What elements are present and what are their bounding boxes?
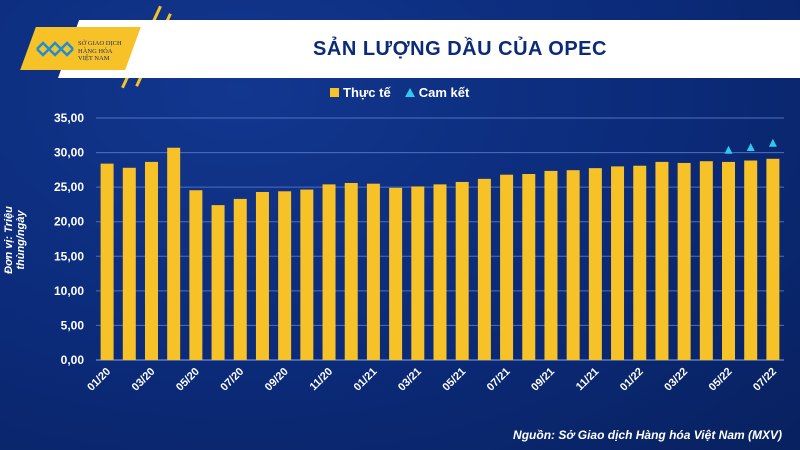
- logo-line: VIỆT NAM: [78, 55, 110, 62]
- bar: [233, 198, 247, 360]
- x-tick-label: 07/22: [751, 366, 779, 394]
- bar: [588, 168, 602, 360]
- bar: [677, 162, 691, 360]
- x-tick-label: 11/21: [574, 366, 602, 394]
- commitment-marker: [768, 138, 777, 147]
- x-tick-label: 07/20: [218, 366, 246, 394]
- legend-label: Cam kết: [418, 85, 470, 100]
- legend: Thực tế Cam kết: [330, 85, 469, 100]
- y-tick-label: 20,00: [54, 215, 84, 229]
- x-tick-label: 03/20: [130, 366, 158, 394]
- bar: [322, 184, 336, 360]
- y-tick-label: 0,00: [61, 353, 85, 367]
- x-tick-label: 03/22: [662, 366, 690, 394]
- bar: [389, 187, 403, 360]
- bar: [477, 178, 491, 360]
- x-tick-label: 01/21: [352, 366, 380, 394]
- bar: [100, 163, 114, 360]
- bar: [544, 170, 558, 360]
- commitment-marker: [746, 142, 755, 151]
- source-note: Nguồn: Sở Giao dịch Hàng hóa Việt Nam (M…: [513, 428, 782, 442]
- y-tick-label: 25,00: [54, 180, 84, 194]
- bar: [744, 160, 758, 360]
- x-tick-label: 01/20: [85, 366, 113, 394]
- logo-text: SỞ GIAO DỊCH HÀNG HÓA VIỆT NAM: [78, 40, 122, 63]
- bar: [122, 167, 136, 360]
- legend-item-actual[interactable]: Thực tế: [330, 85, 391, 100]
- bar-swatch-icon: [330, 88, 339, 97]
- bar: [633, 165, 647, 360]
- x-tick-label: 03/21: [396, 366, 424, 394]
- bar: [699, 161, 713, 360]
- x-tick-label: 09/21: [529, 366, 557, 394]
- bar: [300, 189, 314, 360]
- bar: [766, 158, 780, 360]
- triangle-marker-icon: [404, 88, 415, 97]
- y-tick-label: 5,00: [61, 318, 85, 332]
- bar: [189, 190, 203, 360]
- y-tick-label: 15,00: [54, 249, 84, 263]
- x-tick-label: 05/22: [707, 366, 735, 394]
- logo-line: SỞ GIAO DỊCH: [78, 40, 122, 47]
- bar: [255, 191, 269, 360]
- page-title: SẢN LƯỢNG DẦU CỦA OPEC: [313, 38, 607, 60]
- bar: [522, 174, 536, 360]
- y-tick-label: 35,00: [54, 111, 84, 125]
- bar: [211, 205, 225, 360]
- bar: [167, 147, 181, 360]
- bar: [144, 161, 158, 360]
- x-tick-label: 05/21: [440, 366, 468, 394]
- commitment-marker: [724, 145, 733, 154]
- bar: [722, 161, 736, 360]
- bar: [655, 161, 669, 360]
- x-tick-label: 01/22: [618, 366, 646, 394]
- legend-label: Thực tế: [343, 85, 391, 100]
- bar: [433, 184, 447, 360]
- legend-item-commitment[interactable]: Cam kết: [404, 85, 470, 100]
- x-tick-label: 09/20: [263, 366, 291, 394]
- logo-icon: [36, 41, 74, 57]
- bar: [366, 183, 380, 360]
- logo-line: HÀNG HÓA: [78, 47, 113, 55]
- x-tick-label: 05/20: [174, 366, 202, 394]
- bar: [566, 170, 580, 360]
- y-tick-label: 30,00: [54, 146, 84, 160]
- bar: [455, 181, 469, 360]
- bar: [500, 174, 514, 360]
- bar: [411, 186, 425, 360]
- bar: [278, 191, 292, 360]
- y-tick-label: 10,00: [54, 284, 84, 298]
- x-tick-label: 11/20: [308, 366, 336, 394]
- bar: [344, 182, 358, 360]
- x-tick-label: 07/21: [485, 366, 513, 394]
- bar: [611, 166, 625, 360]
